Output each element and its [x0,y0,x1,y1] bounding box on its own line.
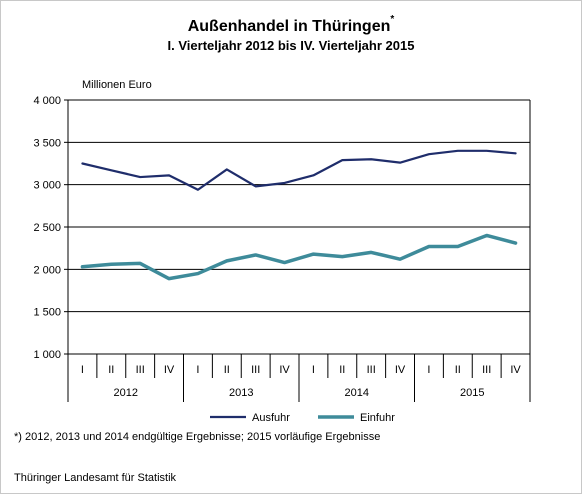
chart-title: Außenhandel in Thüringen* [187,14,395,35]
x-tick-label: II [108,364,114,376]
y-tick-label: 4 000 [33,95,61,107]
y-tick-label: 1 000 [33,349,61,361]
legend-label: Einfuhr [360,412,395,424]
series-lines [80,149,518,281]
y-axis: 1 000 1 500 2 000 2 500 3 000 3 500 4 000 [33,95,531,402]
y-tick-label: 3 000 [33,180,61,192]
year-label: 2012 [114,387,138,399]
x-tick-label: I [427,364,430,376]
x-tick-label: III [136,364,145,376]
y-tick-label: 3 500 [33,137,61,149]
x-tick-label: IV [164,364,175,376]
y-axis-label: Millionen Euro [82,79,152,91]
x-tick-label: IV [279,364,290,376]
legend: Ausfuhr Einfuhr [210,412,395,424]
title-footnote-mark: * [390,14,395,25]
y-tick-label: 2 500 [33,222,61,234]
x-tick-label: II [339,364,345,376]
x-tick-label: I [81,364,84,376]
chart-subtitle: I. Vierteljahr 2012 bis IV. Vierteljahr … [167,38,415,53]
x-tick-label: IV [395,364,406,376]
series-line-ausfuhr [81,149,517,191]
legend-label: Ausfuhr [252,412,290,424]
x-tick-label: I [312,364,315,376]
x-tick-label: IV [510,364,521,376]
gridlines [68,99,530,355]
y-tick-label: 2 000 [33,264,61,276]
year-label: 2014 [345,387,369,399]
source-note: Thüringer Landesamt für Statistik [14,472,177,484]
y-tick-label: 1 500 [33,307,61,319]
x-tick-label: III [367,364,376,376]
series-line-einfuhr [80,233,518,281]
x-tick-label: I [196,364,199,376]
x-tick-label: II [455,364,461,376]
x-tick-label: III [482,364,491,376]
x-tick-label: II [224,364,230,376]
year-label: 2015 [460,387,484,399]
year-label: 2013 [229,387,253,399]
x-tick-label: III [251,364,260,376]
footnote: *) 2012, 2013 und 2014 endgültige Ergebn… [14,431,381,443]
